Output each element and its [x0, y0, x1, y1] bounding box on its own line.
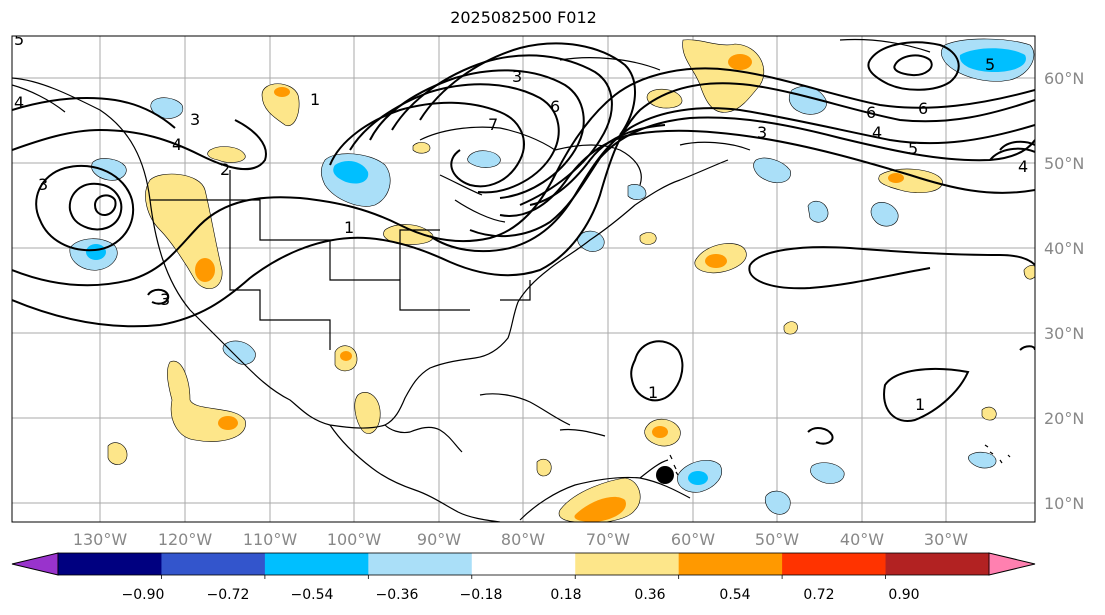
contour-label: 3	[512, 67, 522, 86]
longitude-labels: 130°W 120°W 110°W 100°W 90°W 80°W 70°W 6…	[73, 530, 968, 549]
contour-label: 5	[985, 55, 995, 74]
positive-anomaly-shading	[107, 39, 1035, 522]
lat-label: 30°N	[1044, 324, 1084, 343]
colorbar-segment	[58, 553, 162, 575]
contour-label: 3	[38, 175, 48, 194]
contour-label: 6	[918, 99, 928, 118]
contour-lines	[12, 41, 1035, 445]
lat-label: 50°N	[1044, 154, 1084, 173]
contour-label: 7	[488, 115, 498, 134]
storm-center-marker	[656, 466, 674, 484]
contour-label: 4	[172, 135, 182, 154]
contour-label: 1	[310, 90, 320, 109]
negative-anomaly-shading	[69, 38, 1035, 515]
colorbar-tick-label: −0.72	[207, 587, 250, 603]
contour-label: 4	[872, 123, 882, 142]
colorbar: −0.90 −0.72 −0.54 −0.36 −0.18 0.18 0.36 …	[11, 552, 1036, 603]
latitude-labels: 60°N 50°N 40°N 30°N 20°N 10°N	[1044, 69, 1084, 513]
colorbar-segment	[368, 553, 473, 575]
colorbar-frame	[57, 552, 990, 576]
contour-label: 3	[160, 290, 170, 309]
colorbar-tick-label: 0.54	[719, 587, 750, 603]
colorbar-tick-label: −0.54	[291, 587, 334, 603]
colorbar-segment	[575, 553, 680, 575]
lat-label: 10°N	[1044, 494, 1084, 513]
contour-label: 5	[14, 30, 24, 49]
colorbar-segment	[471, 553, 576, 575]
coastlines	[12, 38, 1011, 522]
contour-label: 1	[344, 218, 354, 237]
contour-label: 2	[220, 160, 230, 179]
lon-label: 110°W	[243, 530, 298, 549]
contour-label: 1	[648, 383, 658, 402]
colorbar-tick-label: −0.90	[122, 587, 165, 603]
lon-label: 60°W	[671, 530, 715, 549]
lon-label: 30°W	[924, 530, 968, 549]
colorbar-segment	[782, 553, 887, 575]
contour-labels: 5 4 3 2 1 6 7 3 6 4 5 6 3 4 5 4 1 3 1 1 …	[14, 30, 1028, 414]
colorbar-tick-label: 0.18	[550, 587, 581, 603]
contour-label: 3	[190, 110, 200, 129]
lat-label: 40°N	[1044, 239, 1084, 258]
colorbar-extend-high	[988, 552, 1036, 576]
lon-label: 80°W	[501, 530, 545, 549]
colorbar-tick-label: −0.36	[376, 587, 419, 603]
lon-label: 90°W	[417, 530, 461, 549]
colorbar-tick-label: −0.18	[460, 587, 503, 603]
colorbar-tick-label: 0.72	[803, 587, 834, 603]
colorbar-segment	[264, 553, 369, 575]
lat-label: 60°N	[1044, 69, 1084, 88]
contour-label: 6	[550, 97, 560, 116]
contour-label: 1	[915, 395, 925, 414]
contour-label: 4	[1018, 157, 1028, 176]
graticule	[12, 36, 1035, 522]
colorbar-segment	[885, 553, 990, 575]
colorbar-segment	[678, 553, 783, 575]
lon-label: 130°W	[73, 530, 128, 549]
lon-label: 50°W	[755, 530, 799, 549]
colorbar-segment	[161, 553, 266, 575]
contour-label: 6	[866, 103, 876, 122]
map-title: 2025082500 F012	[450, 8, 597, 27]
lat-label: 20°N	[1044, 409, 1084, 428]
contour-label: 4	[14, 93, 24, 112]
lon-label: 100°W	[327, 530, 382, 549]
contour-label: 3	[757, 123, 767, 142]
contour-label: 5	[908, 139, 918, 158]
colorbar-extend-low	[11, 552, 59, 576]
lon-label: 40°W	[840, 530, 884, 549]
map-border	[11, 35, 1036, 523]
colorbar-tick-label: 0.36	[634, 587, 665, 603]
lon-label: 120°W	[158, 530, 213, 549]
lon-label: 70°W	[586, 530, 630, 549]
colorbar-tick-label: 0.90	[888, 587, 919, 603]
